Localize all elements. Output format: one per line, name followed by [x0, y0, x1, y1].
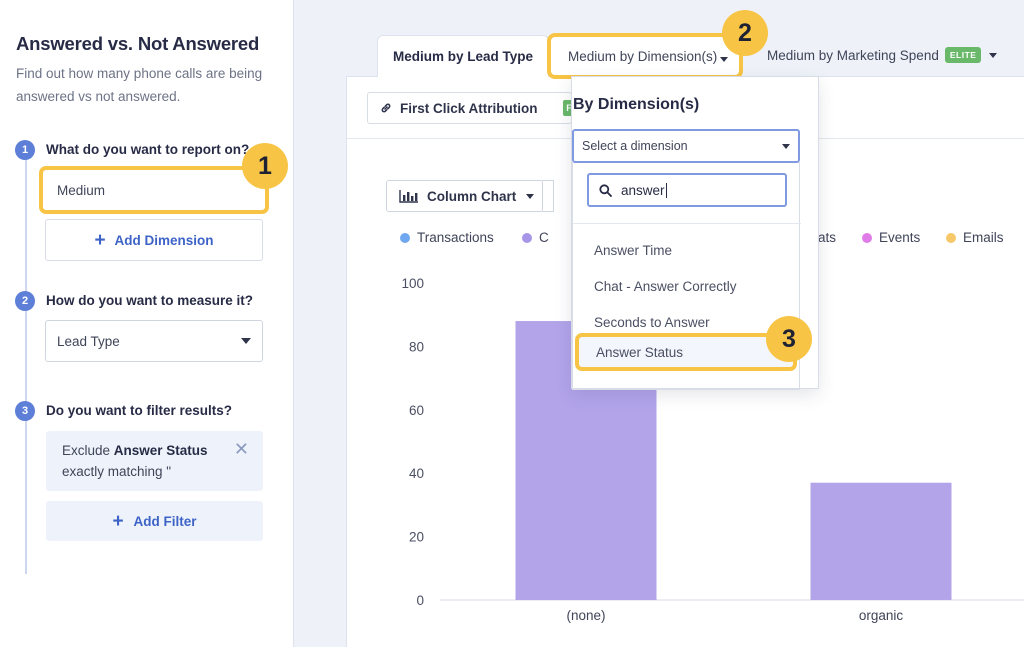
legend-dot	[400, 232, 410, 243]
option-seconds-to-answer[interactable]: Seconds to Answer	[594, 315, 710, 330]
bar-organic	[810, 482, 952, 600]
elite-badge: ELITE	[944, 47, 982, 63]
tab-label: Medium by Lead Type	[392, 49, 534, 64]
plus-icon: +	[94, 229, 106, 251]
legend-dot	[522, 232, 532, 243]
add-dimension-button[interactable]: + Add Dimension	[45, 219, 263, 261]
attribution-label: First Click Attribution	[400, 100, 538, 116]
legend-label: C	[539, 230, 549, 245]
divider	[573, 223, 801, 224]
legend-label: ats	[818, 230, 837, 245]
report-title: Answered vs. Not Answered	[16, 33, 260, 54]
dimension-field-medium[interactable]: Medium	[39, 166, 269, 214]
y-tick-label: 80	[409, 339, 424, 354]
attribution-button[interactable]: First Click Attribution F	[367, 92, 575, 124]
dimension-options-list: answer Answer Time Chat - Answer Correct…	[572, 161, 801, 390]
step-1-label: What do you want to report on?	[46, 142, 250, 157]
x-tick-label: organic	[859, 608, 904, 623]
dimension-search-input[interactable]: answer	[587, 173, 787, 207]
step-connector	[25, 150, 27, 574]
legend-label: Transactions	[417, 230, 494, 245]
tab-label: Medium by Marketing Spend	[767, 47, 939, 63]
text-cursor	[665, 182, 667, 198]
chart-type-select[interactable]: Column Chart	[386, 180, 543, 212]
search-value: answer	[621, 182, 665, 198]
dimension-field-value: Medium	[57, 182, 106, 198]
dimension-dropdown: By Dimension(s) Select a dimension answe…	[571, 76, 819, 390]
filter-condition: exactly matching "	[62, 464, 172, 479]
legend-item-emails[interactable]: Emails	[946, 230, 1004, 245]
chevron-down-icon	[989, 52, 998, 58]
tab-medium-by-marketing-spend[interactable]: Medium by Marketing Spend ELITE	[767, 47, 998, 63]
remove-filter-icon[interactable]: ✕	[233, 439, 249, 459]
step-3-label: Do you want to filter results?	[46, 403, 233, 418]
add-filter-button[interactable]: + Add Filter	[46, 501, 263, 541]
tab-medium-by-lead-type[interactable]: Medium by Lead Type	[377, 35, 549, 77]
option-label: Answer Status	[596, 344, 684, 360]
chevron-down-icon	[720, 57, 728, 62]
chevron-down-icon	[782, 144, 790, 149]
report-description: Find out how many phone calls are being …	[16, 66, 263, 104]
step-2-number: 2	[15, 291, 35, 311]
dimension-select-placeholder: Select a dimension	[582, 139, 688, 153]
tab-medium-by-dimensions[interactable]: Medium by Dimension(s)	[547, 33, 743, 79]
add-filter-label: Add Filter	[133, 513, 197, 529]
tab-label: Medium by Dimension(s)	[568, 48, 718, 64]
filter-prefix: Exclude	[62, 443, 114, 458]
option-answer-status[interactable]: Answer Status	[575, 333, 797, 371]
legend-dot	[862, 232, 872, 243]
chevron-down-icon	[241, 338, 251, 344]
chart-type-label: Column Chart	[427, 188, 517, 204]
measure-select-value: Lead Type	[57, 333, 120, 349]
legend-item-transactions[interactable]: Transactions	[400, 230, 494, 245]
y-tick-label: 20	[409, 530, 424, 545]
dropdown-title: By Dimension(s)	[573, 96, 700, 113]
legend-dot	[946, 232, 956, 243]
callout-badge-1: 1	[242, 143, 288, 189]
filter-chip: Exclude Answer Status exactly matching "…	[46, 431, 263, 491]
report-builder-panel: Answered vs. Not Answered Find out how m…	[0, 0, 294, 647]
x-tick-label: (none)	[566, 608, 605, 623]
step-2-label: How do you want to measure it?	[46, 293, 254, 308]
add-dimension-label: Add Dimension	[114, 232, 214, 248]
step-3-number: 3	[15, 401, 35, 421]
legend-label: Emails	[963, 230, 1004, 245]
callout-badge-2: 2	[722, 10, 768, 56]
legend-item-events[interactable]: Events	[862, 230, 920, 245]
callout-badge-3: 3	[766, 316, 812, 362]
legend-label: Events	[879, 230, 921, 245]
y-tick-label: 60	[409, 403, 424, 418]
dimension-select[interactable]: Select a dimension	[572, 129, 800, 163]
chevron-down-icon	[526, 193, 535, 199]
chart-option-button[interactable]	[542, 180, 554, 212]
step-1-number: 1	[15, 140, 35, 160]
y-tick-label: 40	[409, 466, 424, 481]
search-icon	[599, 183, 612, 197]
legend-item-c[interactable]: C	[522, 230, 549, 245]
plus-icon: +	[112, 510, 124, 532]
measure-select[interactable]: Lead Type	[45, 320, 263, 362]
link-icon	[381, 103, 391, 113]
y-tick-label: 0	[416, 593, 424, 608]
column-chart-icon	[399, 190, 418, 203]
legend-item-chats[interactable]: ats	[818, 230, 836, 245]
y-tick-label: 100	[401, 276, 424, 291]
option-chat-answer-correctly[interactable]: Chat - Answer Correctly	[594, 279, 737, 294]
option-answer-time[interactable]: Answer Time	[594, 243, 673, 258]
filter-field: Answer Status	[113, 443, 208, 458]
